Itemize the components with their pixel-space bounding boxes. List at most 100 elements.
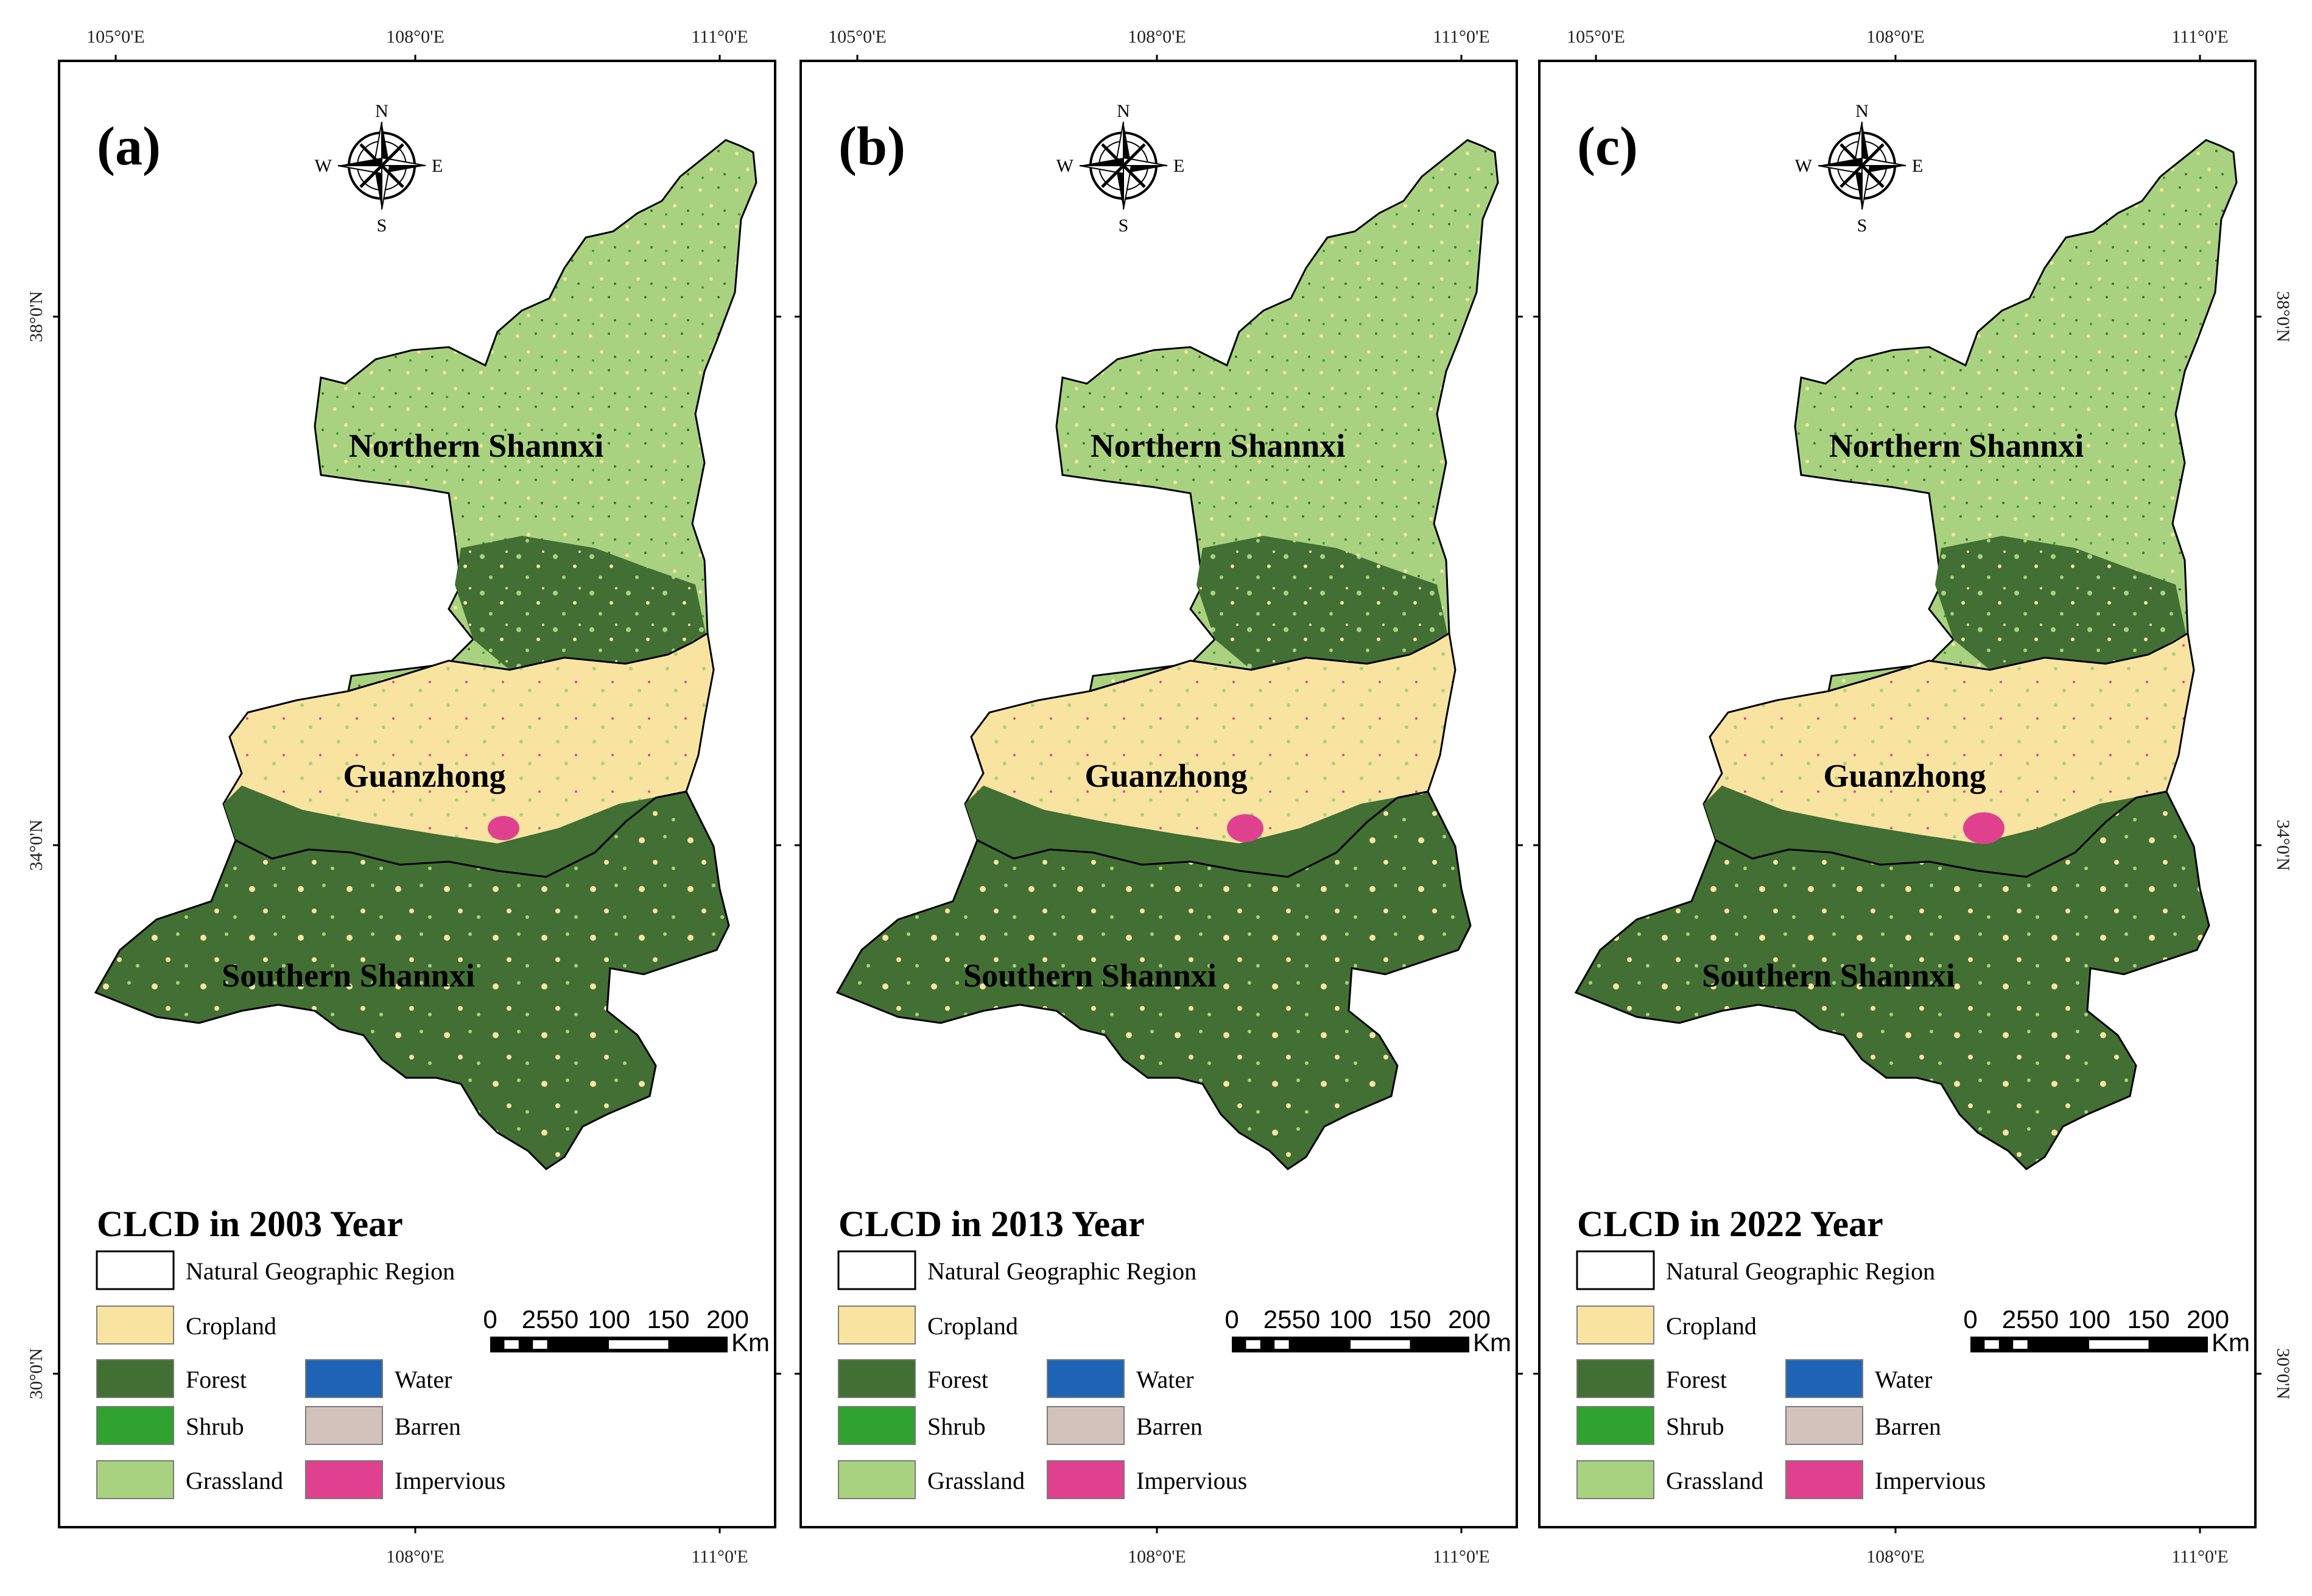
- longitude-tick-label-top: 105°0'E: [86, 27, 145, 47]
- scale-bar-tick-label: 200: [706, 1305, 749, 1334]
- region-northern-shannxi: [314, 139, 757, 693]
- legend-label-impervious: Impervious: [395, 1467, 505, 1494]
- compass-west-label: W: [315, 156, 332, 176]
- legend-swatch-grassland: [1576, 1460, 1654, 1499]
- legend-swatch-grassland: [96, 1460, 174, 1499]
- map-panel-1: 105°0'E 108°0'E 111°0'E 108°0'E 111°0'E 38°0'…: [26, 27, 781, 1567]
- legend-swatch-water: [1785, 1359, 1863, 1398]
- legend-label-forest: Forest: [1666, 1366, 1727, 1393]
- legend: Natural Geographic Region Cropland Forest W…: [1576, 1250, 1986, 1499]
- latitude-tick-label-left: 30°0'N: [26, 1348, 46, 1399]
- region-label-southern: Southern Shannxi: [222, 957, 475, 994]
- legend-swatch-forest: [838, 1359, 916, 1398]
- legend: Natural Geographic Region Cropland Forest W…: [96, 1250, 505, 1499]
- legend-swatch-grassland: [838, 1460, 916, 1499]
- legend-label-shrub: Shrub: [927, 1413, 986, 1440]
- map-panel-3: 105°0'E 108°0'E 111°0'E 108°0'E 111°0'E 38°0'…: [1533, 27, 2293, 1567]
- legend-swatch-boundary: [1576, 1250, 1655, 1290]
- legend-swatch-boundary: [837, 1250, 916, 1290]
- region-label-southern: Southern Shannxi: [1702, 957, 1955, 994]
- legend-label-impervious: Impervious: [1875, 1467, 1986, 1494]
- scale-bar-tick-label: 2550: [522, 1305, 578, 1334]
- region-label-guanzhong: Guanzhong: [1084, 758, 1247, 794]
- compass-north-label: N: [1855, 101, 1869, 121]
- legend-label-forest: Forest: [927, 1366, 988, 1393]
- longitude-tick-label-top: 111°0'E: [1433, 27, 1490, 47]
- longitude-tick-label-bottom: 111°0'E: [691, 1547, 748, 1567]
- shaanxi-land-cover-map: [835, 139, 1499, 1170]
- longitude-tick-label-bottom: 111°0'E: [1433, 1547, 1490, 1567]
- longitude-tick-label-bottom: 108°0'E: [1128, 1547, 1186, 1567]
- longitude-tick-label-bottom: 111°0'E: [2171, 1547, 2229, 1567]
- legend-swatch-boundary: [96, 1250, 175, 1290]
- legend-swatch-shrub: [96, 1406, 174, 1445]
- legend-swatch-forest: [96, 1359, 174, 1398]
- compass-west-label: W: [1795, 156, 1813, 176]
- legend-swatch-barren: [305, 1406, 383, 1445]
- legend-swatch-impervious: [1047, 1460, 1125, 1499]
- scale-bar-tick-label: 0: [1963, 1305, 1977, 1334]
- region-label-southern: Southern Shannxi: [963, 957, 1217, 994]
- map-title: CLCD in 2003 Year: [97, 1204, 403, 1244]
- legend-label-grassland: Grassland: [927, 1467, 1025, 1494]
- legend-swatch-cropland: [1576, 1306, 1654, 1345]
- region-label-northern: Northern Shannxi: [349, 427, 604, 464]
- compass-east-label: E: [432, 156, 443, 176]
- scale-bar-unit: Km: [2212, 1328, 2250, 1357]
- legend-label-boundary: Natural Geographic Region: [927, 1257, 1196, 1285]
- legend-label-boundary: Natural Geographic Region: [1666, 1257, 1935, 1285]
- impervious-urban-patch: [488, 816, 519, 840]
- legend-swatch-water: [1047, 1359, 1125, 1398]
- longitude-tick-label-top: 111°0'E: [691, 27, 748, 47]
- latitude-tick-label-right: 34°0'N: [2273, 820, 2293, 871]
- longitude-tick-label-top: 108°0'E: [1866, 27, 1925, 47]
- shaanxi-land-cover-map: [1574, 139, 2238, 1170]
- legend-swatch-forest: [1576, 1359, 1654, 1398]
- region-southern-shannxi: [94, 790, 730, 1170]
- scale-bar-tick-label: 100: [1329, 1305, 1372, 1334]
- legend-swatch-cropland: [96, 1306, 174, 1345]
- legend-label-grassland: Grassland: [1666, 1467, 1763, 1494]
- scale-bar-tick-label: 200: [1448, 1305, 1491, 1334]
- compass-west-label: W: [1056, 156, 1074, 176]
- compass-north-label: N: [375, 101, 388, 121]
- compass-east-label: E: [1912, 156, 1923, 176]
- compass-south-label: S: [377, 216, 387, 236]
- region-southern-shannxi: [835, 790, 1472, 1170]
- latitude-tick-label-right: 38°0'N: [2273, 291, 2293, 342]
- legend-label-shrub: Shrub: [186, 1413, 244, 1440]
- legend-label-barren: Barren: [395, 1413, 461, 1440]
- legend-label-forest: Forest: [186, 1366, 247, 1393]
- compass-north-label: N: [1117, 101, 1130, 121]
- longitude-tick-label-top: 111°0'E: [2171, 27, 2229, 47]
- scale-bar-tick-label: 100: [2068, 1305, 2110, 1334]
- legend-swatch-impervious: [305, 1460, 383, 1499]
- legend-swatch-water: [305, 1359, 383, 1398]
- scale-bar-tick-label: 150: [1388, 1305, 1431, 1334]
- scale-bar-tick-label: 150: [2127, 1305, 2170, 1334]
- compass-south-label: S: [1857, 216, 1868, 236]
- legend-label-impervious: Impervious: [1136, 1467, 1247, 1494]
- north-arrow-compass: N S E W: [1056, 101, 1185, 236]
- latitude-tick-label-right: 30°0'N: [2273, 1348, 2293, 1399]
- legend-label-water: Water: [1136, 1366, 1194, 1393]
- longitude-tick-label-bottom: 108°0'E: [1866, 1547, 1925, 1567]
- longitude-tick-label-top: 108°0'E: [386, 27, 444, 47]
- panel-letter: (b): [838, 116, 905, 177]
- region-label-northern: Northern Shannxi: [1829, 427, 2084, 464]
- longitude-tick-label-top: 108°0'E: [1128, 27, 1186, 47]
- scale-bar-tick-label: 100: [588, 1305, 630, 1334]
- region-label-guanzhong: Guanzhong: [343, 758, 505, 794]
- scale-bar-tick-label: 2550: [1263, 1305, 1320, 1334]
- scale-bar-tick-label: 0: [1225, 1305, 1239, 1334]
- region-northern-shannxi: [1794, 139, 2238, 693]
- legend-label-cropland: Cropland: [927, 1312, 1018, 1340]
- legend-label-grassland: Grassland: [186, 1467, 283, 1494]
- north-arrow-compass: N S E W: [315, 101, 443, 236]
- scale-bar-tick-label: 200: [2187, 1305, 2229, 1334]
- legend-swatch-cropland: [838, 1306, 916, 1345]
- panel-letter: (c): [1577, 116, 1638, 177]
- legend-label-water: Water: [1875, 1366, 1933, 1393]
